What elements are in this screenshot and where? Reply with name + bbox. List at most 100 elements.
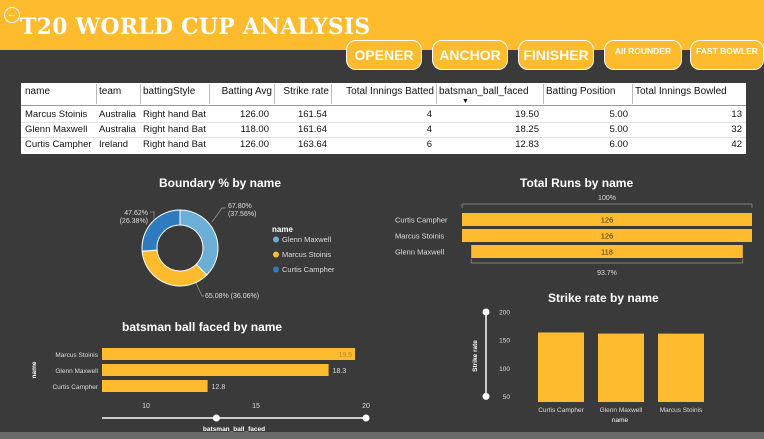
opener-button[interactable]: OPENER (346, 40, 422, 70)
top-percent-label: 100% (598, 195, 616, 202)
legend-marker (273, 236, 279, 243)
cell-batting-style: Right hand Bat (143, 139, 206, 150)
donut-slice (141, 209, 181, 252)
cell-team: Australia (99, 124, 136, 135)
boundary-chart-title: Boundary % by name (159, 176, 282, 190)
legend-title: name (272, 225, 293, 234)
x-tick-label: 15 (252, 403, 260, 410)
cell-batting-style: Right hand Bat (143, 124, 206, 135)
cell-ball-faced: 12.83 (515, 139, 539, 150)
col-header-batsman-ball-faced[interactable]: batsman_ball_faced (439, 86, 529, 97)
slice-label: 47.62% (124, 210, 148, 217)
cell-strike-rate: 161.54 (297, 109, 327, 120)
y-tick-label: 150 (499, 338, 510, 345)
player-stats-table: name team battingStyle Batting Avg Strik… (21, 83, 746, 154)
cell-innings-batted: 4 (426, 109, 432, 120)
col-divider (96, 84, 97, 104)
col-divider (331, 84, 332, 104)
leader-line (211, 207, 226, 223)
total-runs-chart-title: Total Runs by name (520, 176, 634, 190)
cell-batting-avg: 118.00 (240, 124, 269, 135)
legend-marker (273, 266, 279, 273)
cell-innings-bowled: 13 (731, 109, 742, 120)
cell-team: Ireland (99, 139, 129, 150)
col-header-batting-style[interactable]: battingStyle (143, 86, 196, 97)
legend-marker (273, 251, 279, 258)
cell-batting-position: 6.00 (609, 139, 629, 150)
cell-name: Curtis Campher (25, 139, 92, 150)
y-axis-title: Strike rate (472, 340, 479, 372)
all-rounder-button[interactable]: All ROUNDER (604, 40, 682, 70)
total-runs-bar-chart: 100% 126 Curtis Campher 126 Marcus Stoinis 11… (395, 195, 753, 277)
col-divider (140, 84, 141, 104)
bar (462, 229, 752, 242)
back-arrow-icon[interactable]: ← (4, 7, 20, 23)
ball-faced-bar-chart: 19.5 Marcus Stoinis 18.3 Glenn Maxwell 12.8 C… (31, 348, 370, 433)
col-header-name[interactable]: name (25, 86, 51, 97)
cell-innings-batted: 4 (426, 124, 432, 135)
row-divider (21, 137, 746, 138)
y-tick-label: 200 (499, 310, 510, 317)
bar (658, 333, 704, 402)
boundary-donut-chart: 67.80%(37.56%) 65.08% (36.06%) 47.62%(26.3… (120, 203, 335, 300)
col-header-total-innings-batted[interactable]: Total Innings Batted (346, 86, 434, 97)
category-label: Glenn Maxwell (55, 368, 98, 375)
slice-label: (26.38%) (120, 218, 148, 225)
x-axis-title: batsman_ball_faced (203, 426, 265, 433)
legend-label: Glenn Maxwell (282, 235, 332, 244)
category-label: Curtis Campher (52, 384, 98, 391)
col-divider (209, 84, 210, 104)
cell-ball-faced: 19.50 (515, 109, 539, 120)
x-tick-label: 20 (362, 403, 370, 410)
cell-batting-avg: 126.00 (239, 139, 269, 150)
cell-batting-position: 5.00 (609, 124, 629, 135)
bar-value-label: 12.8 (212, 384, 226, 391)
bottom-percent-label: 93.7% (597, 270, 617, 277)
bottom-scrollbar[interactable] (0, 432, 764, 439)
col-divider (632, 84, 633, 104)
bar (538, 332, 584, 402)
category-label: Glenn Maxwell (395, 248, 445, 257)
donut-slice (141, 249, 208, 287)
category-label: Marcus Stoinis (395, 232, 444, 241)
donut-slice (179, 209, 219, 276)
bar (102, 348, 355, 360)
sort-desc-icon[interactable]: ▼ (462, 98, 469, 105)
x-tick-label: 10 (142, 403, 150, 410)
category-label: Marcus Stoinis (660, 407, 703, 414)
bar-value-label: 126 (601, 232, 614, 241)
bar (102, 380, 208, 392)
legend-label: Marcus Stoinis (282, 250, 331, 259)
cell-innings-bowled: 32 (731, 124, 742, 135)
col-header-total-innings-bowled[interactable]: Total Innings Bowled (635, 86, 727, 97)
range-slider-handle (212, 414, 220, 422)
range-slider-handle (362, 414, 370, 422)
cell-innings-bowled: 42 (731, 139, 742, 150)
col-header-batting-position[interactable]: Batting Position (546, 86, 616, 97)
category-label: Marcus Stoinis (55, 352, 98, 359)
cell-ball-faced: 18.25 (515, 124, 539, 135)
y-tick-label: 50 (503, 394, 511, 401)
bar (102, 364, 329, 376)
col-header-team[interactable]: team (99, 86, 122, 97)
cell-team: Australia (99, 109, 136, 120)
category-label: Glenn Maxwell (600, 407, 643, 414)
col-divider (274, 84, 275, 104)
y-axis-title: name (31, 361, 38, 378)
strike-rate-bar-chart: 50 100 150 200 Strike rate Curtis Campher Glen… (472, 308, 704, 424)
fast-bowler-button[interactable]: FAST BOWLER (690, 40, 764, 70)
category-label: Curtis Campher (538, 407, 584, 414)
col-header-batting-avg[interactable]: Batting Avg (221, 86, 272, 97)
x-axis-title: name (612, 417, 629, 424)
cell-innings-batted: 6 (426, 139, 432, 150)
col-header-strike-rate[interactable]: Strike rate (283, 86, 329, 97)
finisher-button[interactable]: FINISHER (518, 40, 594, 70)
range-slider-handle (482, 392, 490, 400)
col-divider (436, 84, 437, 104)
range-slider-handle (482, 308, 490, 316)
anchor-button[interactable]: ANCHOR (432, 40, 508, 70)
cell-strike-rate: 161.64 (297, 124, 327, 135)
col-divider (543, 84, 544, 104)
bar-value-label: 118 (601, 248, 613, 257)
